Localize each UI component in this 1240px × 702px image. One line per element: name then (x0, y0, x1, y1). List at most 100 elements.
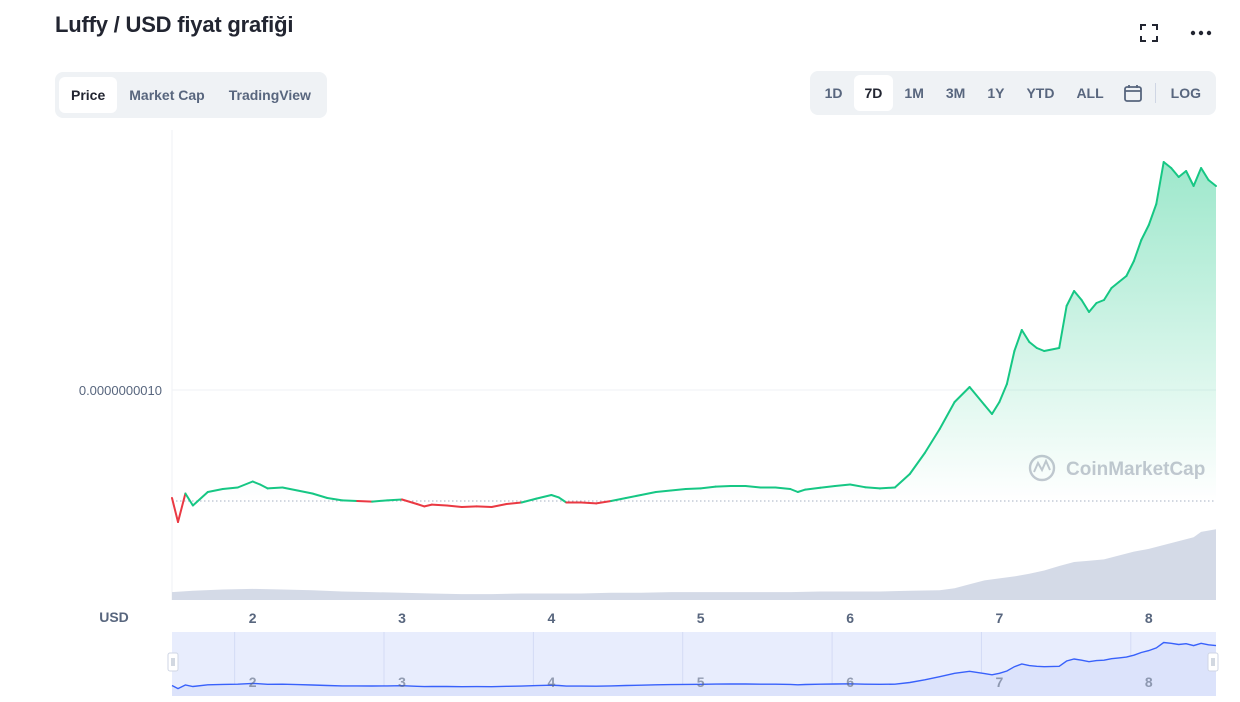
range-1y[interactable]: 1Y (987, 85, 1005, 101)
navigator-left-handle[interactable] (167, 652, 179, 672)
price-line-segment (714, 485, 732, 488)
price-line-segment (221, 486, 239, 490)
price-line-segment (991, 401, 1001, 415)
price-line-segment (923, 428, 941, 454)
range-1d[interactable]: 1D (824, 85, 843, 101)
x-axis: 2 3 4 5 6 7 8 (249, 610, 1153, 626)
price-line-segment (654, 489, 672, 493)
chart-type-tabs: Price Market Cap TradingView (55, 72, 327, 118)
price-line-segment (625, 494, 642, 499)
price-line-segment (341, 499, 359, 502)
price-line-segment (550, 494, 560, 499)
range-ytd[interactable]: YTD (1026, 85, 1055, 101)
range-3m[interactable]: 3M (945, 85, 966, 101)
navigator-tick-label: 8 (1145, 674, 1153, 690)
price-line-segment (864, 486, 881, 490)
x-tick-label: 7 (996, 610, 1004, 626)
price-line-segment (177, 492, 187, 523)
range-7d[interactable]: 7D (853, 75, 894, 111)
price-line-segment (1110, 281, 1120, 289)
price-line-segment (356, 500, 374, 503)
navigator-tick-label: 4 (548, 674, 556, 690)
price-line-segment (535, 494, 553, 500)
price-line-segment (1103, 287, 1113, 301)
currency-label: USD (99, 609, 129, 625)
price-line-segment (819, 485, 837, 489)
watermark: CoinMarketCap (1028, 454, 1205, 482)
price-line-segment (184, 492, 194, 507)
price-line-segment (445, 504, 463, 508)
price-line-segment (1117, 275, 1128, 283)
navigator-tick-label: 2 (249, 674, 257, 690)
tab-market-cap[interactable]: Market Cap (129, 87, 205, 103)
price-line-segment (401, 498, 418, 505)
range-1m[interactable]: 1M (904, 85, 924, 101)
price-line-segment (878, 486, 896, 490)
price-line-segment (1125, 260, 1135, 277)
price-line-segment (371, 499, 389, 503)
price-line-segment (266, 486, 284, 490)
price-line-segment (236, 480, 254, 489)
price-line-segment (1095, 299, 1105, 304)
navigator-tick-label: 3 (398, 674, 406, 690)
price-line-segment (774, 486, 792, 490)
price-line-segment (311, 492, 329, 499)
fullscreen-icon[interactable] (1138, 22, 1160, 44)
price-line-segment (1028, 341, 1038, 349)
navigator-labels: 2 3 4 5 6 7 8 (249, 674, 1153, 690)
price-line-segment (296, 489, 314, 495)
price-line-segment (206, 488, 224, 493)
price-line-segment (386, 498, 403, 502)
price-line-segment (849, 483, 866, 489)
price-line-segment (796, 488, 807, 493)
price-line-segment (669, 488, 687, 492)
price-line-segment (789, 488, 799, 493)
price-line-segment (699, 485, 717, 490)
price-line-segment (1080, 299, 1090, 313)
navigator-line (171, 641, 1217, 690)
price-line-segment (983, 404, 993, 415)
watermark-text: CoinMarketCap (1066, 459, 1205, 480)
tab-price[interactable]: Price (59, 77, 118, 113)
y-tick-label: 0.0000000010 (79, 383, 162, 398)
tab-tradingview[interactable]: TradingView (228, 87, 311, 103)
price-line-segment (1088, 302, 1098, 313)
price-line-segment (968, 386, 986, 406)
price-line-segment (415, 503, 426, 508)
price-line-segment (423, 503, 433, 508)
price-line-segment (595, 500, 613, 505)
navigator-right-handle[interactable] (1207, 652, 1219, 672)
price-line-segment (938, 401, 956, 430)
volume-area (172, 529, 1216, 600)
price-line-segment (1207, 179, 1217, 187)
price-line-segment (505, 501, 523, 505)
x-tick-label: 3 (398, 610, 406, 626)
calendar-icon[interactable] (1115, 75, 1151, 111)
price-line-segment (259, 483, 269, 490)
price-line-segment (520, 497, 538, 504)
more-icon[interactable] (1190, 22, 1212, 44)
price-line-segment (171, 497, 179, 523)
price-line-segment (1170, 167, 1180, 178)
price-line-segment (1043, 347, 1061, 352)
chart-actions (1138, 22, 1212, 44)
price-line-segment (834, 483, 852, 487)
price-line-segment (251, 480, 262, 486)
price-line-segment (1073, 290, 1083, 301)
price-line-segment (684, 487, 702, 490)
log-scale-toggle[interactable]: LOG (1170, 85, 1201, 101)
range-all[interactable]: ALL (1076, 85, 1104, 101)
price-line-segment (490, 503, 508, 508)
price-line-segment (908, 452, 926, 475)
price-line-segment (893, 473, 911, 489)
price-line-segment (1013, 329, 1023, 352)
price-line-segment (804, 486, 822, 491)
price-line-segment (1132, 239, 1143, 262)
price-line-segment (1177, 170, 1188, 178)
price-line-segment (1035, 347, 1046, 352)
price-line-segment (1005, 350, 1016, 385)
time-range-selector: 1D 7D 1M 3M 1Y YTD ALL LOG (809, 71, 1216, 115)
price-area-fill (172, 162, 1216, 501)
price-line-segment (640, 491, 657, 496)
